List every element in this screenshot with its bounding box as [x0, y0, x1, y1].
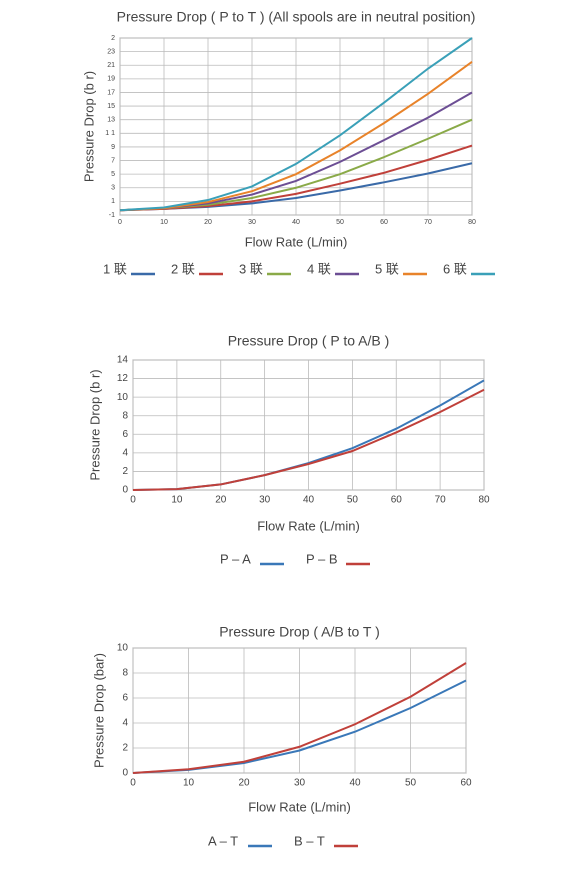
x-tick-label: 10	[183, 778, 195, 789]
x-tick-label: 50	[347, 495, 359, 506]
y-tick-label: 10	[117, 643, 129, 654]
x-tick-label: 30	[259, 495, 271, 506]
x-tick-label: 20	[238, 778, 250, 789]
legend-label: 4 联	[307, 261, 331, 276]
legend-label: 5 联	[375, 261, 399, 276]
x-tick-label: 20	[215, 495, 227, 506]
y-tick-label: 13	[107, 117, 115, 124]
y-tick-label: 15	[107, 103, 115, 110]
y-tick-label: 6	[122, 429, 128, 440]
y-tick-label: 1	[111, 198, 115, 205]
y-tick-label: 17	[107, 89, 115, 96]
x-tick-label: 30	[248, 219, 256, 226]
y-tick-label: 7	[111, 157, 115, 164]
x-tick-label: 30	[294, 778, 306, 789]
x-tick-label: 40	[349, 778, 361, 789]
y-axis-label: Pressure Drop (b r)	[87, 369, 102, 480]
y-axis-label: Pressure Drop (b r)	[81, 71, 96, 182]
x-tick-label: 20	[204, 219, 212, 226]
y-tick-label: 1 1	[105, 130, 115, 137]
y-tick-label: 6	[122, 693, 128, 704]
y-tick-label: 0	[122, 768, 128, 779]
x-tick-label: 0	[118, 219, 122, 226]
series-line	[119, 61, 473, 212]
y-tick-label: 2	[122, 743, 128, 754]
x-tick-label: 60	[380, 219, 388, 226]
x-tick-label: 60	[460, 778, 472, 789]
x-tick-label: 0	[130, 778, 136, 789]
y-tick-label: 23	[107, 48, 115, 55]
y-tick-label: 3	[111, 185, 115, 192]
x-tick-label: 70	[435, 495, 447, 506]
y-tick-label: 21	[107, 62, 115, 69]
x-tick-label: 0	[130, 495, 136, 506]
x-tick-label: 50	[405, 778, 417, 789]
legend-label: P – A	[220, 551, 251, 566]
y-tick-label: 4	[122, 718, 128, 729]
x-tick-label: 80	[478, 495, 490, 506]
y-tick-label: 4	[122, 447, 128, 458]
x-tick-label: 70	[424, 219, 432, 226]
y-tick-label: 0	[122, 485, 128, 496]
x-tick-label: 10	[171, 495, 183, 506]
series-line	[132, 662, 467, 774]
y-tick-label: 8	[122, 410, 128, 421]
legend-label: B – T	[294, 833, 325, 848]
chart-title: Pressure Drop ( P to T ) (All spools are…	[117, 9, 476, 25]
x-axis-label: Flow Rate (L/min)	[248, 799, 351, 814]
y-tick-label: 19	[107, 76, 115, 83]
y-tick-label: 2	[122, 466, 128, 477]
x-tick-label: 40	[292, 219, 300, 226]
legend-label: P – B	[306, 551, 338, 566]
y-tick-label: 10	[117, 392, 129, 403]
y-tick-label: 14	[117, 355, 129, 366]
legend-label: 3 联	[239, 261, 263, 276]
legend-label: A – T	[208, 833, 238, 848]
y-tick-label: 12	[117, 373, 129, 384]
legend-label: 6 联	[443, 261, 467, 276]
y-tick-label: 9	[111, 144, 115, 151]
x-tick-label: 50	[336, 219, 344, 226]
y-tick-label: 5	[111, 171, 115, 178]
y-axis-label: Pressure Drop (bar)	[91, 653, 106, 768]
x-tick-label: 40	[303, 495, 315, 506]
y-tick-label: 2	[111, 35, 115, 42]
legend-label: 1 联	[103, 261, 127, 276]
series-line	[119, 37, 473, 212]
chart-title: Pressure Drop ( P to A/B )	[228, 333, 390, 349]
legend-label: 2 联	[171, 261, 195, 276]
x-tick-label: 80	[468, 219, 476, 226]
chart-title: Pressure Drop ( A/B to T )	[219, 624, 380, 640]
x-tick-label: 10	[160, 219, 168, 226]
y-tick-label: -1	[109, 212, 115, 219]
x-tick-label: 60	[391, 495, 403, 506]
y-tick-label: 8	[122, 668, 128, 679]
x-axis-label: Flow Rate (L/min)	[245, 234, 348, 249]
series-line	[132, 388, 485, 491]
x-axis-label: Flow Rate (L/min)	[257, 518, 360, 533]
